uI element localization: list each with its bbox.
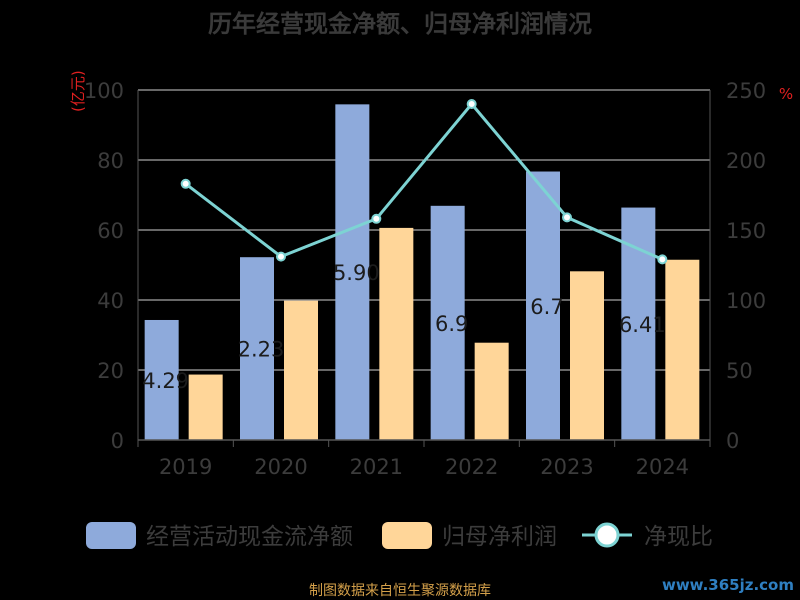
data-label: 5.90: [333, 261, 380, 285]
data-label: 6.41: [619, 313, 666, 337]
legend-ratio-marker: [594, 522, 620, 548]
ratio-point: [657, 254, 668, 265]
ratio-series-line: [184, 101, 663, 261]
net-profit-bar: [379, 227, 414, 440]
left-axis-tick-label: 100: [84, 79, 124, 103]
data-label: 2.23: [238, 338, 285, 362]
right-axis-unit-label: %: [779, 85, 793, 103]
right-axis-tick-label: 200: [726, 149, 766, 173]
cashflow-bar: [240, 257, 274, 440]
legend-cashflow-swatch: [86, 522, 136, 549]
source-footer: 制图数据来自恒生聚源数据库: [309, 583, 491, 599]
left-axis-tick-label: 40: [97, 289, 124, 313]
x-axis-tick-label: 2020: [254, 455, 307, 479]
net-profit-bar: [570, 271, 604, 440]
ratio-point: [466, 99, 477, 109]
legend: 经营活动现金流净额 归母净利润 净现比: [86, 522, 713, 550]
ratio-line: [180, 99, 668, 265]
legend-net-profit-label: 归母净利润: [442, 524, 557, 550]
data-label: 6.7: [530, 295, 563, 319]
right-axis-tick-label: 150: [726, 219, 766, 243]
watermark: www.365jz.com: [661, 576, 794, 594]
ratio-point: [371, 213, 382, 224]
right-axis-tick-label: 0: [726, 429, 739, 453]
x-axis-tick-label: 2023: [540, 455, 593, 479]
cashflow-bar: [144, 319, 179, 440]
chart-title: 历年经营现金净额、归母净利润情况: [208, 10, 592, 38]
legend-net-profit-swatch: [382, 522, 432, 549]
ratio-point: [562, 212, 572, 223]
legend-cashflow-label: 经营活动现金流净额: [146, 524, 353, 550]
x-axis-tick-label: 2022: [445, 455, 498, 479]
net-profit-bar: [188, 374, 223, 440]
net-profit-bar: [665, 259, 700, 440]
cashflow-bar: [335, 104, 370, 440]
data-labels: 4.29 2.23 5.90 6.9 6.7 6.41: [142, 261, 665, 393]
right-axis-tick-label: 100: [726, 289, 766, 313]
ratio-point: [276, 251, 286, 262]
cashflow-bar: [430, 205, 465, 440]
left-axis-tick-label: 0: [111, 429, 124, 453]
x-axis-tick-label: 2024: [636, 455, 689, 479]
right-axis-tick-label: 250: [726, 79, 766, 103]
axes: 0 20 40 60 80 100 0 50 100 150 200 250 2019 2020 2021 2…: [84, 79, 766, 479]
net-profit-bar: [284, 300, 318, 440]
data-label: 6.9: [435, 312, 468, 336]
x-axis-tick-label: 2021: [350, 455, 403, 479]
left-axis-tick-label: 20: [97, 359, 124, 383]
left-axis-unit-label: (亿元): [69, 70, 87, 112]
legend-ratio-label: 净现比: [644, 524, 713, 550]
cashflow-bar: [526, 171, 560, 440]
left-axis-tick-label: 80: [97, 149, 124, 173]
x-axis-tick-label: 2019: [159, 455, 212, 479]
ratio-point: [180, 178, 191, 189]
bars: [144, 104, 700, 440]
data-label: 4.29: [142, 369, 189, 393]
net-profit-bar: [474, 342, 509, 440]
left-axis-tick-label: 60: [97, 219, 124, 243]
cashflow-bar: [621, 207, 656, 440]
right-axis-tick-label: 50: [726, 359, 753, 383]
